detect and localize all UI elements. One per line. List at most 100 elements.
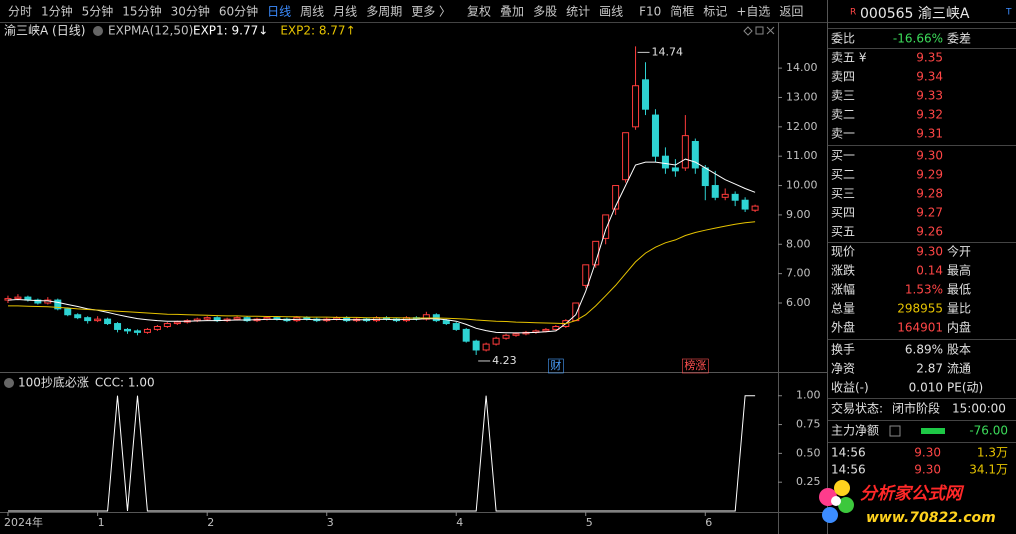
candle-body [124, 328, 132, 332]
x-tick-label: 3 [327, 516, 334, 529]
candle-body [731, 193, 739, 201]
tick-time: 14:56 [831, 446, 866, 460]
logo-center [831, 496, 841, 506]
x-tick-label: 4 [456, 516, 463, 529]
candle-body [632, 85, 640, 128]
row-value: 2.87 [916, 362, 943, 376]
candle-body [462, 328, 470, 342]
toolbar-button[interactable]: 更多 〉 [411, 5, 451, 19]
icon[interactable] [755, 26, 764, 35]
y-tick-label: 0.25 [796, 475, 821, 488]
row-label: 买二 [831, 168, 855, 182]
candle-body [542, 328, 550, 332]
toolbar-button[interactable]: 日线 [267, 5, 291, 19]
icon[interactable] [743, 26, 753, 36]
x-tick-label: 6 [705, 516, 712, 529]
row-label: 卖一 [831, 127, 855, 141]
candle-body [671, 167, 679, 172]
y-tick-label: 8.00 [786, 237, 811, 250]
indicator-title: 100抄底必涨 [18, 375, 89, 390]
toolbar-button[interactable]: 多股 [533, 5, 557, 19]
candle-body [502, 334, 510, 339]
toolbar-button[interactable]: +自选 [736, 5, 770, 19]
candle-body [691, 141, 699, 169]
row-value: 0.14 [916, 264, 943, 278]
row-value: 9.33 [916, 89, 943, 103]
event-tag-box [548, 358, 564, 374]
toolbar-button[interactable]: 分时 [8, 5, 32, 19]
candle-body [582, 264, 590, 286]
candle-body [233, 317, 241, 320]
stock-title: 000565 渝三峡A [860, 6, 970, 22]
candle-body [552, 325, 560, 330]
row-value: 6.89% [905, 343, 943, 357]
row-value: 9.35 [916, 51, 943, 65]
row-label: 总量 [831, 302, 855, 316]
toolbar-button[interactable]: 周线 [300, 5, 324, 19]
toolbar-button[interactable]: 15分钟 [122, 4, 161, 19]
row-value: 9.26 [916, 225, 943, 239]
toolbar-button[interactable]: 统计 [566, 5, 590, 19]
candle-body [74, 314, 82, 319]
row-label: 内盘 [947, 320, 971, 335]
row-label: PE(动) [947, 381, 983, 395]
row-value: 9.27 [916, 206, 943, 220]
ema-line [8, 221, 756, 325]
indicator-legend: CCC: 1.00 [95, 376, 155, 390]
candle-body [203, 317, 211, 320]
candle-body [422, 314, 430, 320]
net-icon [889, 425, 901, 437]
toolbar-button[interactable]: 1分钟 [41, 4, 73, 19]
toolbar-button[interactable]: F10 [639, 5, 661, 19]
candle-body [472, 340, 480, 351]
candle-body [173, 321, 181, 325]
row-label: 最高 [947, 263, 971, 278]
toolbar-button[interactable]: 简框 [670, 5, 694, 19]
candle-body [14, 296, 22, 300]
logo: 分析家公式网 www.70822.com [819, 480, 996, 526]
logo-petal [838, 497, 854, 513]
y-tick-label: 12.00 [786, 120, 818, 133]
candle-body [114, 323, 122, 330]
candle-body [711, 185, 719, 198]
toolbar-button[interactable]: 30分钟 [171, 4, 210, 19]
window-icons [743, 26, 775, 36]
toolbar-button[interactable]: 60分钟 [219, 4, 258, 19]
y-tick-label: 0.75 [796, 418, 821, 431]
toolbar-button[interactable]: 5分钟 [82, 4, 114, 19]
row-value: -16.66% [893, 32, 943, 46]
candle-body [4, 298, 12, 301]
toolbar-button[interactable]: 画线 [599, 5, 623, 19]
row-value: 298955 [897, 302, 943, 316]
y-tick-label: 13.00 [786, 90, 818, 103]
y-tick-label: 14.00 [786, 61, 818, 74]
toolbar-button[interactable]: 叠加 [500, 5, 524, 19]
row-label: 换手 [831, 343, 855, 357]
annotation: 14.74 [652, 45, 684, 58]
toolbar-button[interactable]: 返回 [779, 5, 803, 19]
row-label: 涨幅 [831, 282, 855, 297]
net-bar [921, 428, 945, 434]
candle-body [243, 317, 251, 322]
row-value: 9.32 [916, 108, 943, 122]
candle-body [94, 318, 102, 322]
row-value: 1.53% [905, 283, 943, 297]
toolbar-button[interactable]: 标记 [703, 5, 727, 19]
flag: R [850, 8, 856, 18]
indicator-name: EXPMA(12,50) [108, 24, 193, 38]
row-label: 卖三 [831, 89, 855, 103]
tick-price: 9.30 [914, 446, 941, 460]
toolbar-button[interactable]: 复权 [467, 5, 491, 19]
row-label: 涨跌 [831, 263, 855, 278]
candle-body [54, 299, 62, 310]
candle-body [642, 79, 650, 110]
indicator-line [8, 395, 756, 512]
icon[interactable] [766, 26, 775, 35]
toolbar-button[interactable]: 月线 [333, 5, 357, 19]
logo-petal [834, 480, 850, 496]
toolbar-button[interactable]: 多周期 [366, 5, 402, 19]
legend-icon [93, 26, 103, 36]
candle-body [741, 199, 749, 210]
